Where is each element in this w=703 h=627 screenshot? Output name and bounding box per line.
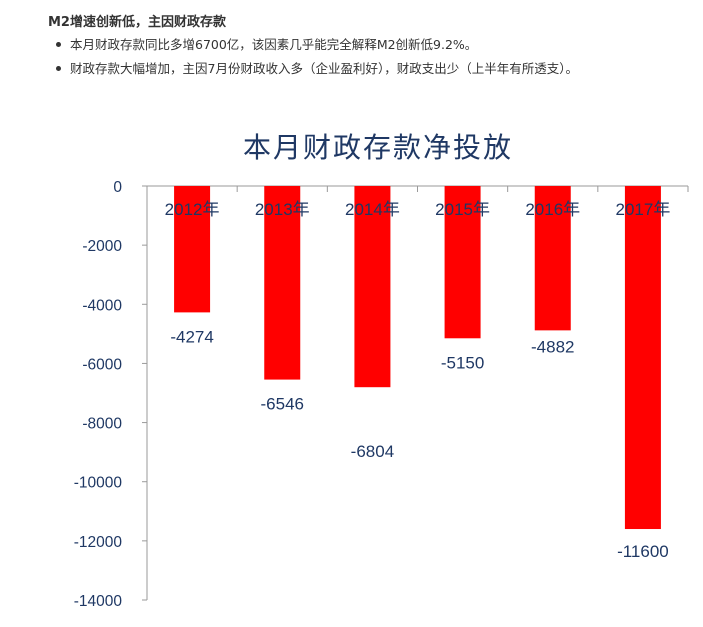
data-label: -6546	[261, 395, 304, 414]
article-heading: M2增速创新低，主因财政存款	[48, 15, 226, 30]
bullet-item: 本月财政存款同比多增6700亿，该因素几乎能完全解释M2创新低9.2%。	[56, 36, 578, 60]
y-tick-label: -14000	[74, 593, 123, 610]
x-category-label: 2017年	[616, 200, 671, 219]
x-category-label: 2015年	[435, 200, 490, 219]
fiscal-deposit-bar-chart: 本月财政存款净投放 0 -2000 -4000 -6000 -8000 -10000 -12…	[74, 131, 689, 610]
y-tick-label: -10000	[74, 475, 123, 492]
x-category-label: 2016年	[525, 200, 580, 219]
bar	[444, 186, 481, 339]
x-category-label: 2013年	[255, 200, 310, 219]
bar	[264, 186, 301, 380]
y-tick-label: -12000	[74, 534, 123, 551]
chart-title: 本月财政存款净投放	[243, 131, 513, 164]
data-label: -4274	[170, 327, 213, 346]
bar	[354, 186, 391, 388]
data-label: -11600	[617, 542, 669, 561]
bar	[624, 186, 661, 530]
x-category-label: 2012年	[165, 200, 220, 219]
x-category-label: 2014年	[345, 200, 400, 219]
data-label: -5150	[441, 353, 484, 372]
y-tick-label: -4000	[82, 297, 122, 314]
y-tick-label: 0	[113, 179, 122, 196]
bullet-item: 财政存款大幅增加，主因7月份财政收入多（企业盈利好），财政支出少（上半年有所透支…	[56, 60, 578, 84]
data-label: -6804	[351, 442, 394, 461]
y-tick-label: -2000	[82, 238, 122, 255]
bar	[174, 186, 211, 313]
y-tick-label: -6000	[82, 356, 122, 373]
data-label: -4882	[531, 337, 574, 356]
bar	[534, 186, 571, 331]
y-tick-label: -8000	[82, 416, 122, 433]
bullet-list: 本月财政存款同比多增6700亿，该因素几乎能完全解释M2创新低9.2%。 财政存…	[56, 36, 578, 84]
